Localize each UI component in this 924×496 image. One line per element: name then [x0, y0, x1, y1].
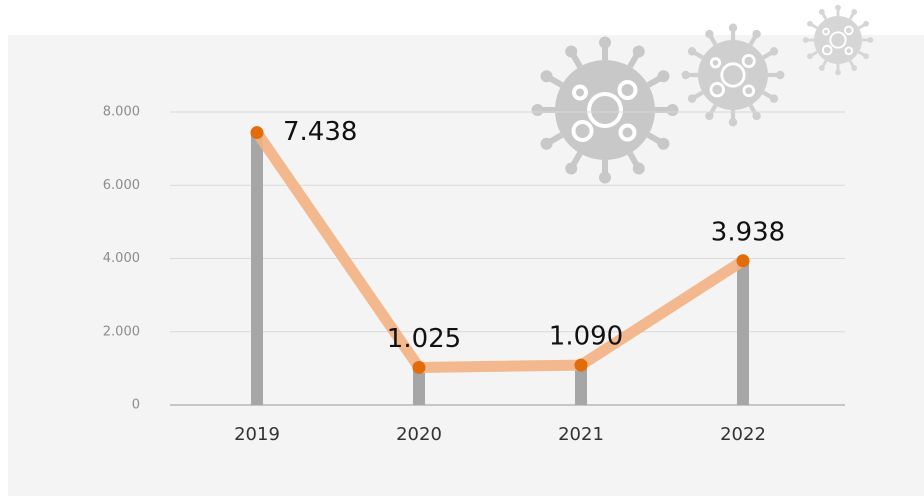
point — [412, 360, 426, 374]
virus-spike-tip — [565, 162, 578, 175]
virus-body — [698, 40, 768, 110]
virus-spike-tip — [863, 53, 869, 60]
virus-spike-tip — [632, 45, 645, 58]
chart-background — [8, 35, 924, 496]
virus-spike-tip — [705, 111, 714, 121]
virus-spike-tip — [565, 45, 578, 58]
x-tick-label: 2021 — [558, 424, 604, 445]
virus-body — [814, 16, 862, 64]
x-tick-label: 2020 — [396, 424, 442, 445]
virus-spike-tip — [863, 20, 869, 27]
virus-spike-tip — [851, 65, 858, 71]
virus-spike-tip — [867, 37, 874, 43]
virus-hole — [571, 120, 594, 142]
virus-spike-tip — [752, 111, 761, 121]
virus-decoration — [531, 4, 874, 184]
value-label: 7.438 — [283, 117, 357, 147]
virus-spike-tip — [769, 47, 779, 56]
virus-spike-tip — [687, 47, 697, 56]
virus-hole — [844, 46, 854, 56]
virus-spike-tip — [807, 53, 813, 60]
virus-hole — [587, 92, 623, 128]
virus-spike-tip — [681, 70, 690, 80]
virus-spike-tip — [599, 171, 611, 184]
virus-hole — [709, 57, 722, 69]
virus-hole — [742, 84, 756, 98]
virus-hole — [829, 31, 847, 49]
line — [251, 127, 749, 373]
bar — [575, 365, 587, 405]
point — [574, 358, 588, 372]
bar — [251, 132, 263, 405]
value-label: 3.938 — [711, 217, 785, 247]
point — [250, 126, 264, 140]
virus-spike-tip — [818, 65, 825, 71]
virus-spike-tip — [769, 94, 779, 103]
virus-spike-tip — [835, 69, 841, 76]
virus-spike-tip — [540, 137, 553, 150]
virus-hole — [572, 84, 588, 101]
virus-spike-tip — [728, 23, 738, 32]
virus-spike-tip — [540, 70, 553, 83]
virus-spike-tip — [776, 70, 785, 80]
virus-spike-tip — [752, 29, 761, 39]
virus-spike-tip — [851, 9, 858, 15]
virus-spike-tip — [531, 104, 544, 116]
virus-hole — [709, 81, 725, 98]
virus-spike-tip — [835, 4, 841, 11]
value-label: 1.090 — [549, 322, 623, 352]
virus-spike-tip — [666, 104, 679, 116]
x-tick-label: 2019 — [234, 424, 280, 445]
y-tick-label: 4.000 — [103, 251, 140, 266]
virus-icon — [802, 4, 874, 76]
virus-spike-tip — [599, 36, 611, 49]
point — [736, 254, 750, 268]
virus-spike-tip — [687, 94, 697, 103]
virus-hole — [741, 54, 756, 69]
bar — [413, 367, 425, 405]
virus-hole — [843, 25, 854, 36]
virus-hole — [617, 80, 638, 100]
y-tick-label: 6.000 — [103, 178, 140, 193]
virus-hole — [618, 123, 637, 142]
virus-spike-tip — [705, 29, 714, 39]
x-tick-label: 2022 — [720, 424, 766, 445]
virus-icon — [681, 23, 785, 127]
virus-spike-tip — [807, 20, 813, 27]
virus-hole — [720, 62, 746, 88]
virus-spike-tip — [802, 37, 809, 43]
virus-hole — [821, 44, 833, 56]
virus-spike-tip — [818, 9, 825, 15]
virus-spike-tip — [657, 70, 670, 83]
y-tick-label: 8.000 — [103, 105, 140, 120]
virus-body — [555, 60, 655, 160]
virus-spike-tip — [632, 162, 645, 175]
y-tick-label: 2.000 — [103, 324, 140, 339]
y-tick-label: 0 — [132, 398, 140, 413]
bar — [737, 260, 749, 405]
virus-spike-tip — [657, 137, 670, 150]
virus-hole — [822, 27, 830, 36]
virus-icon — [531, 36, 679, 184]
virus-spike-tip — [728, 118, 738, 127]
value-label: 1.025 — [387, 324, 461, 354]
